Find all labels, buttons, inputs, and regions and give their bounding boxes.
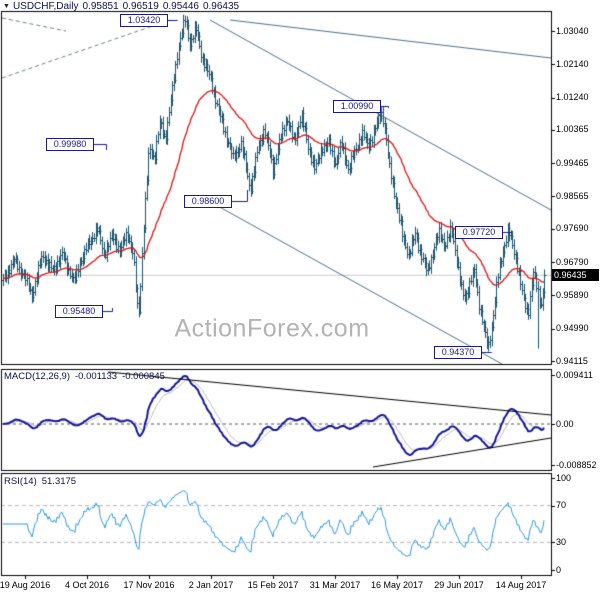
price-level-annotation[interactable]: 1.00990 [333, 100, 381, 113]
chart-title: ▼ USDCHF,Daily 0.95851 0.96519 0.95446 0.9643… [3, 1, 243, 12]
price-axis-label: 1.03040 [556, 25, 589, 36]
price-level-annotation[interactable]: 0.98600 [184, 195, 232, 208]
price-level-annotation[interactable]: 0.97720 [455, 226, 503, 239]
symbol-period-label: USDCHF,Daily [12, 1, 79, 12]
price-level-annotation[interactable]: 0.95480 [55, 305, 103, 318]
rsi-name: RSI(14) [4, 476, 37, 487]
macd-name: MACD(12,26,9) [4, 371, 70, 382]
date-axis-label: 31 Mar 2017 [309, 580, 361, 590]
price-axis-label: 0.99465 [556, 157, 589, 168]
rsi-indicator-label: RSI(14) 51.3175 [4, 476, 81, 487]
rsi-axis-label: 0 [556, 564, 562, 575]
date-axis-label: 4 Oct 2016 [64, 580, 110, 590]
price-axis-label: 0.94115 [556, 355, 588, 366]
macd-axis-label: 0.00 [556, 418, 574, 429]
price-axis-label: 0.96790 [556, 256, 589, 267]
high-value: 0.96519 [122, 1, 159, 12]
price-level-annotation[interactable]: 0.94370 [434, 346, 482, 359]
rsi-axis-label: 70 [556, 500, 567, 511]
price-axis-label: 1.01240 [556, 92, 589, 103]
rsi-axis-label: 30 [556, 536, 567, 547]
rsi-value: 51.3175 [41, 476, 77, 487]
date-axis-label: 19 Aug 2016 [0, 580, 51, 590]
date-axis-label: 17 Nov 2016 [123, 580, 175, 590]
date-axis-label: 2 Jan 2017 [188, 580, 234, 590]
price-level-annotation[interactable]: 0.99980 [46, 138, 94, 151]
macd-main-value: -0.001133 [75, 371, 118, 382]
rsi-axis-label: 100 [556, 472, 572, 483]
price-axis-label: 0.94990 [556, 323, 589, 334]
price-axis-label: 0.97690 [556, 223, 589, 234]
date-axis-label: 15 Feb 2017 [247, 580, 299, 590]
macd-axis-label: -0.008852 [556, 459, 597, 470]
close-value: 0.96435 [202, 1, 240, 12]
date-axis-label: 14 Aug 2017 [495, 580, 547, 590]
date-axis-label: 16 May 2017 [370, 580, 424, 590]
price-level-annotation[interactable]: 1.03420 [120, 14, 168, 27]
price-axis-label: 1.00365 [556, 124, 589, 135]
open-value: 0.95851 [82, 1, 119, 12]
macd-signal-value: -0.000845 [122, 371, 165, 382]
current-price-tag: 0.96435 [552, 269, 599, 282]
collapse-arrow-icon[interactable]: ▼ [3, 3, 10, 10]
low-value: 0.95446 [162, 1, 199, 12]
macd-axis-label: 0.009411 [556, 369, 593, 380]
price-axis-label: 1.02140 [556, 58, 589, 69]
macd-indicator-label: MACD(12,26,9) -0.001133 -0.000845 [4, 371, 170, 382]
date-axis-label: 29 Jun 2017 [434, 580, 484, 590]
price-axis-label: 0.95890 [556, 289, 589, 300]
price-axis-label: 0.98565 [556, 190, 589, 201]
